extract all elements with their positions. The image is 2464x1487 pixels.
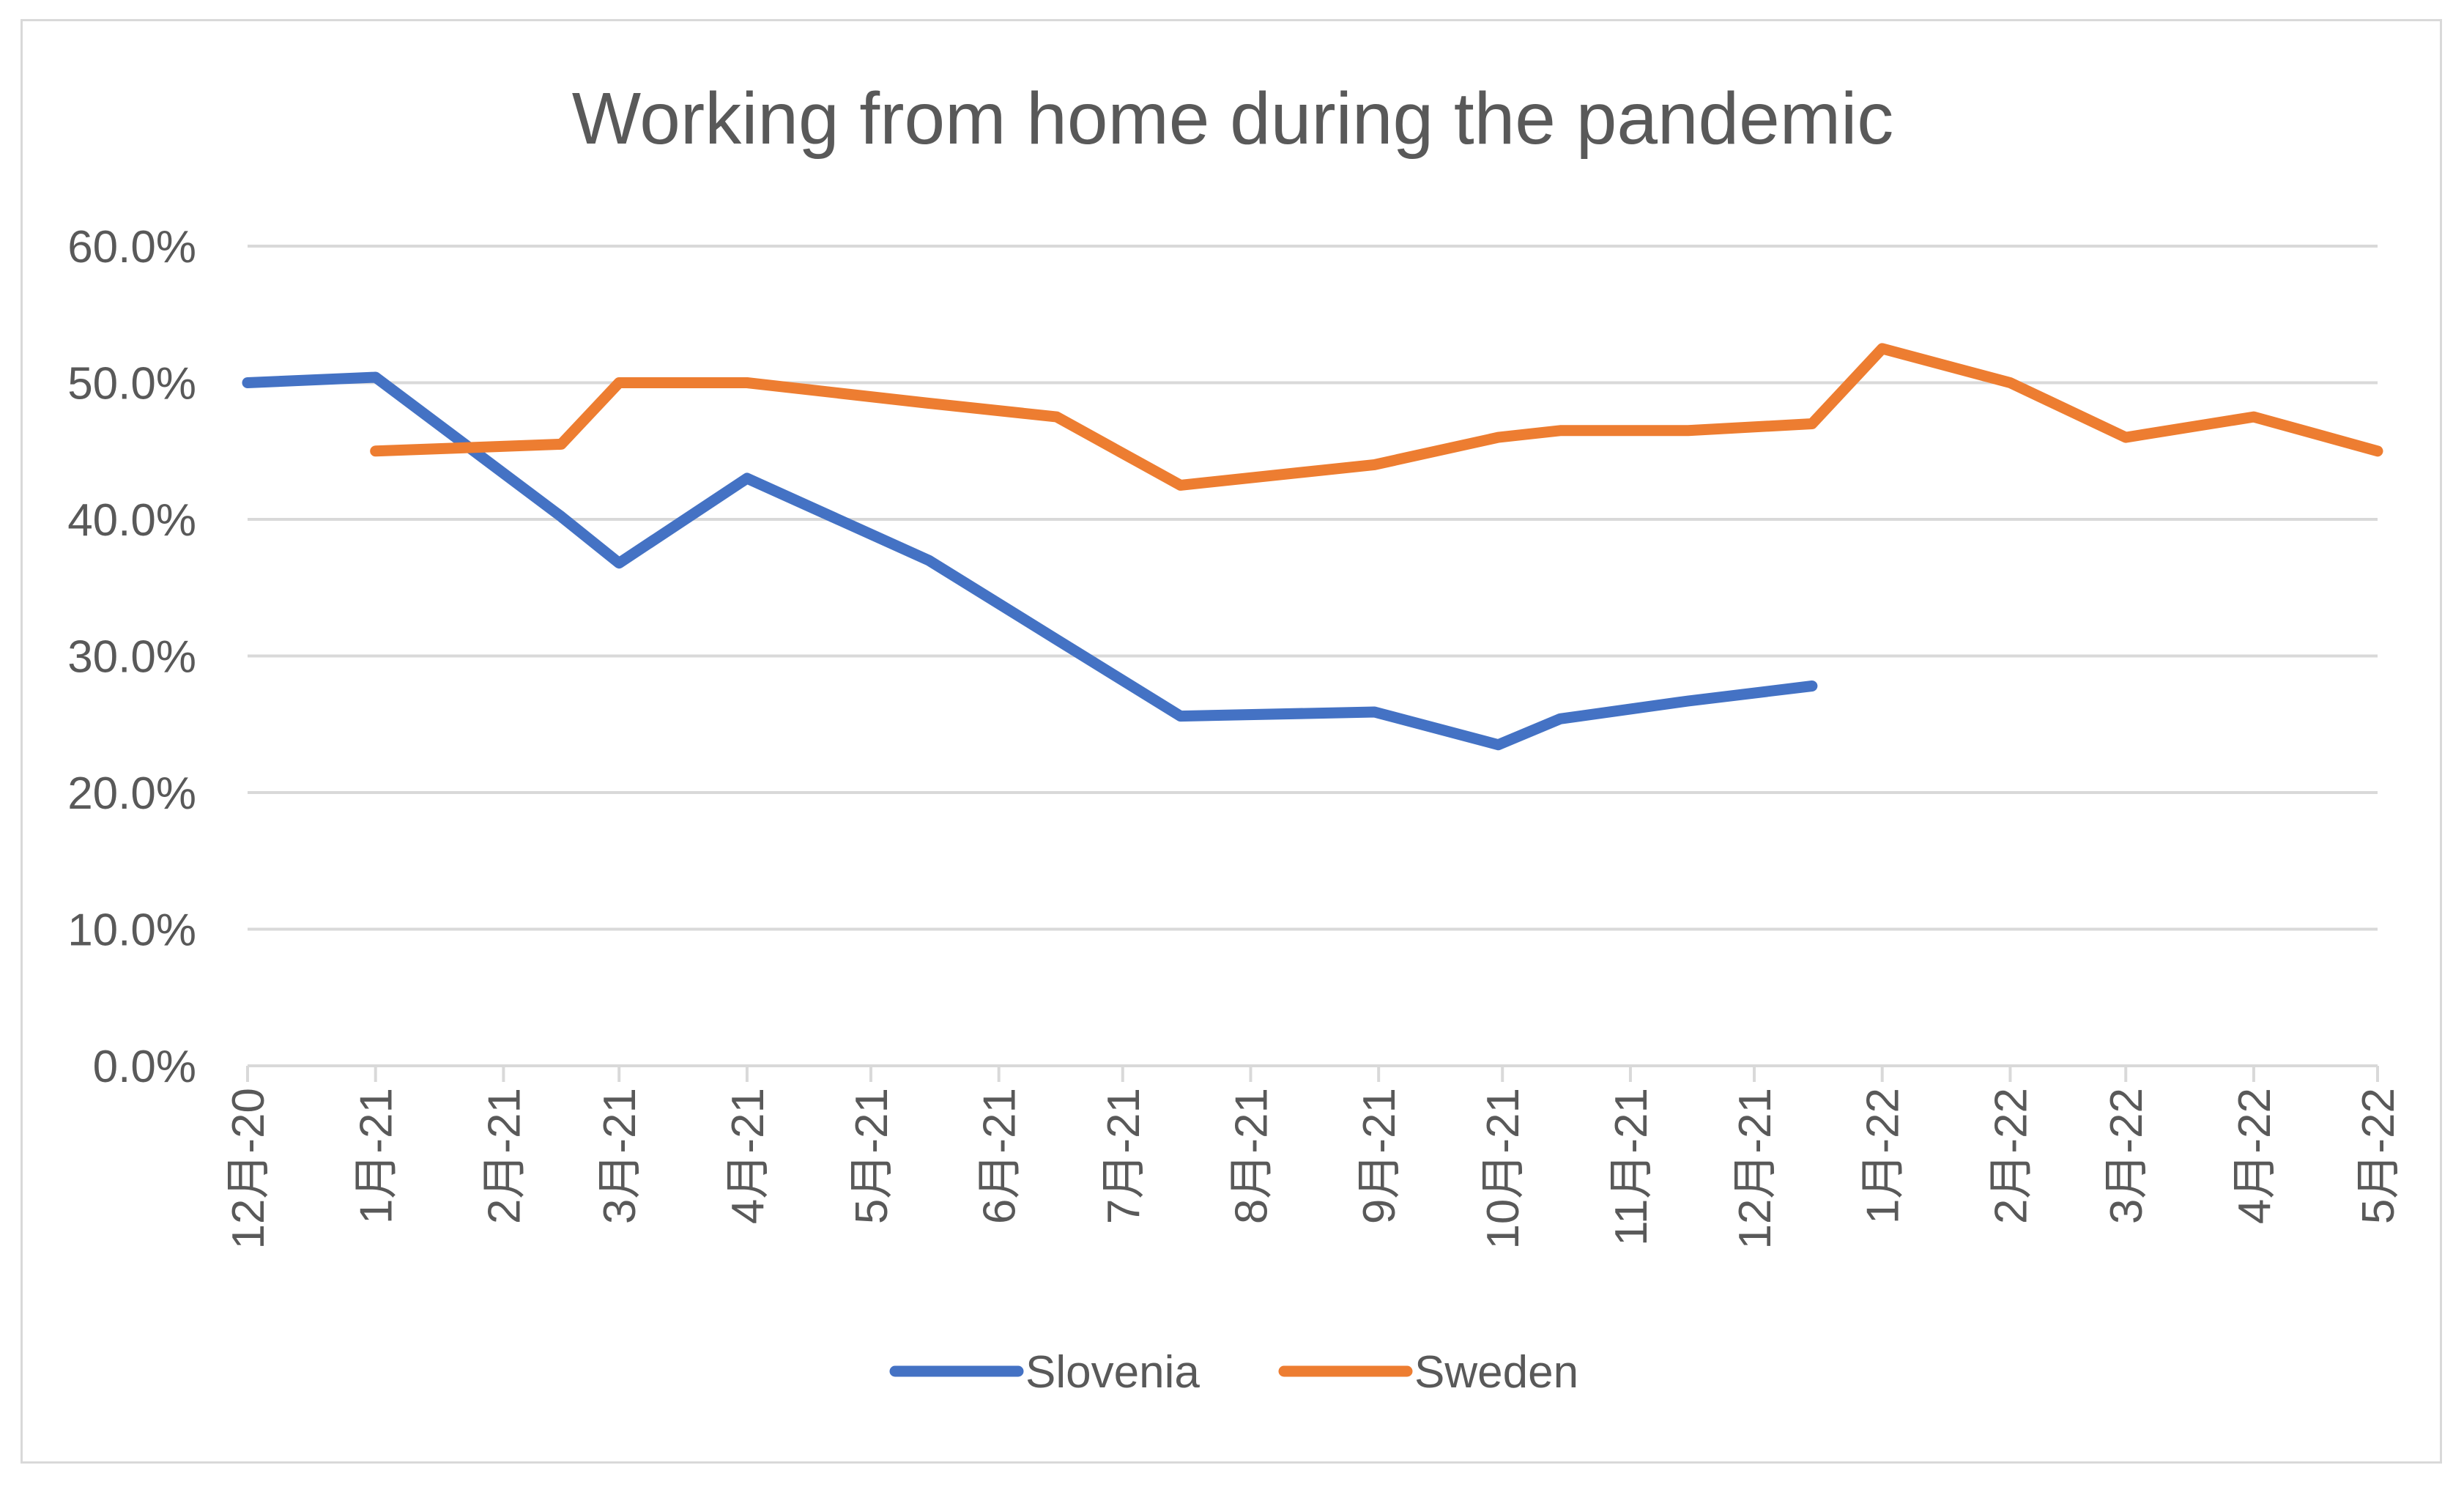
series-line-slovenia <box>242 371 1818 751</box>
series-lines <box>242 343 2383 751</box>
y-tick-label: 20.0% <box>67 768 196 819</box>
chart-area <box>21 19 2442 1464</box>
x-tick-label: 11月-21 <box>1606 1088 1657 1246</box>
legend-label-sweden: Sweden <box>1414 1347 1578 1398</box>
x-tick-label: 1月-21 <box>352 1088 402 1224</box>
x-tick-label: 5月-21 <box>847 1088 897 1224</box>
gridlines <box>248 245 2378 931</box>
y-tick-label: 0.0% <box>93 1042 196 1092</box>
x-tick-label: 1月-22 <box>1858 1088 1909 1224</box>
x-tick-label: 5月-22 <box>2353 1088 2404 1224</box>
y-axis-ticks: 0.0% 10.0% 20.0% 30.0% 40.0% 50.0% 60.0% <box>67 222 196 1092</box>
x-tick-label: 6月-21 <box>975 1088 1025 1224</box>
x-tick-label: 3月-21 <box>595 1088 645 1224</box>
x-tick-label: 2月-22 <box>1986 1088 2036 1224</box>
y-tick-label: 40.0% <box>67 495 196 546</box>
y-tick-label: 30.0% <box>67 632 196 683</box>
chart-title: Working from home during the pandemic <box>572 78 1894 160</box>
series-line-sweden <box>370 343 2383 491</box>
y-tick-label: 10.0% <box>67 905 196 956</box>
y-tick-label: 50.0% <box>67 359 196 409</box>
x-tick-label: 12月-21 <box>1730 1088 1781 1250</box>
x-tick-label: 3月-22 <box>2101 1088 2152 1224</box>
x-tick-label: 2月-21 <box>479 1088 530 1224</box>
legend-label-slovenia: Slovenia <box>1025 1347 1200 1398</box>
x-tick-label: 7月-21 <box>1099 1088 1149 1224</box>
x-tick-label: 10月-21 <box>1478 1088 1529 1250</box>
x-tick-label: 8月-21 <box>1226 1088 1277 1224</box>
x-tick-label: 9月-21 <box>1354 1088 1405 1224</box>
x-tick-label: 4月-22 <box>2230 1088 2280 1224</box>
legend: Slovenia Sweden <box>889 1347 1578 1398</box>
x-axis: 12月-20 1月-21 2月-21 3月-21 4月-21 5月-21 6月-21 7月-2… <box>223 1064 2404 1250</box>
y-tick-label: 60.0% <box>67 222 196 272</box>
x-tick-label: 4月-21 <box>723 1088 773 1224</box>
x-tick-label: 12月-20 <box>223 1088 274 1250</box>
